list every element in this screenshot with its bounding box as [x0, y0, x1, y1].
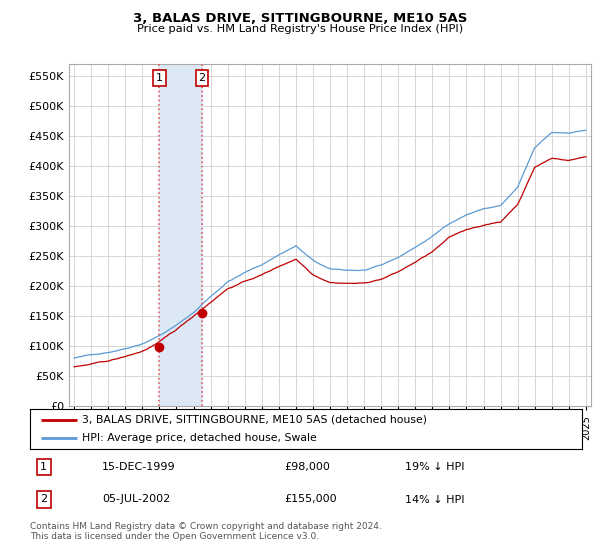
Text: HPI: Average price, detached house, Swale: HPI: Average price, detached house, Swal…: [82, 433, 317, 443]
Text: £98,000: £98,000: [284, 462, 330, 472]
Text: 2: 2: [199, 73, 206, 83]
Text: 19% ↓ HPI: 19% ↓ HPI: [406, 462, 465, 472]
Text: 1: 1: [156, 73, 163, 83]
Bar: [160, 64, 202, 406]
Text: 3, BALAS DRIVE, SITTINGBOURNE, ME10 5AS (detached house): 3, BALAS DRIVE, SITTINGBOURNE, ME10 5AS …: [82, 415, 427, 424]
Text: Contains HM Land Registry data © Crown copyright and database right 2024.
This d: Contains HM Land Registry data © Crown c…: [30, 522, 382, 542]
Text: 15-DEC-1999: 15-DEC-1999: [102, 462, 175, 472]
Text: 2: 2: [40, 494, 47, 505]
Text: 14% ↓ HPI: 14% ↓ HPI: [406, 494, 465, 505]
Text: Price paid vs. HM Land Registry's House Price Index (HPI): Price paid vs. HM Land Registry's House …: [137, 24, 463, 34]
Text: 05-JUL-2002: 05-JUL-2002: [102, 494, 170, 505]
Text: £155,000: £155,000: [284, 494, 337, 505]
Text: 3, BALAS DRIVE, SITTINGBOURNE, ME10 5AS: 3, BALAS DRIVE, SITTINGBOURNE, ME10 5AS: [133, 12, 467, 25]
Text: 1: 1: [40, 462, 47, 472]
